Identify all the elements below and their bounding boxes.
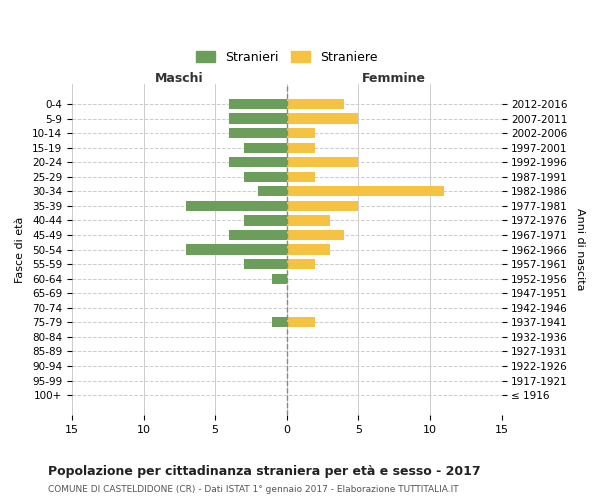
Bar xyxy=(287,142,316,152)
Bar xyxy=(187,244,287,254)
Text: COMUNE DI CASTELDIDONE (CR) - Dati ISTAT 1° gennaio 2017 - Elaborazione TUTTITAL: COMUNE DI CASTELDIDONE (CR) - Dati ISTAT… xyxy=(48,485,458,494)
Bar xyxy=(258,186,287,196)
Bar xyxy=(287,259,316,269)
Bar xyxy=(187,201,287,211)
Y-axis label: Fasce di età: Fasce di età xyxy=(15,216,25,282)
Bar xyxy=(229,157,287,168)
Bar xyxy=(287,128,316,138)
Text: Femmine: Femmine xyxy=(362,72,426,85)
Bar xyxy=(287,317,316,328)
Legend: Stranieri, Straniere: Stranieri, Straniere xyxy=(193,47,381,68)
Text: Maschi: Maschi xyxy=(155,72,203,85)
Text: Popolazione per cittadinanza straniera per età e sesso - 2017: Popolazione per cittadinanza straniera p… xyxy=(48,465,481,478)
Bar xyxy=(244,216,287,226)
Bar xyxy=(229,230,287,240)
Bar xyxy=(287,99,344,109)
Bar xyxy=(244,142,287,152)
Bar xyxy=(229,114,287,124)
Bar xyxy=(229,99,287,109)
Bar xyxy=(287,186,444,196)
Bar xyxy=(287,201,358,211)
Bar xyxy=(244,172,287,182)
Bar xyxy=(287,244,330,254)
Bar xyxy=(272,317,287,328)
Bar xyxy=(272,274,287,283)
Bar xyxy=(287,157,358,168)
Bar xyxy=(287,216,330,226)
Bar xyxy=(287,114,358,124)
Bar xyxy=(229,128,287,138)
Bar xyxy=(287,230,344,240)
Bar xyxy=(244,259,287,269)
Y-axis label: Anni di nascita: Anni di nascita xyxy=(575,208,585,291)
Bar xyxy=(287,172,316,182)
